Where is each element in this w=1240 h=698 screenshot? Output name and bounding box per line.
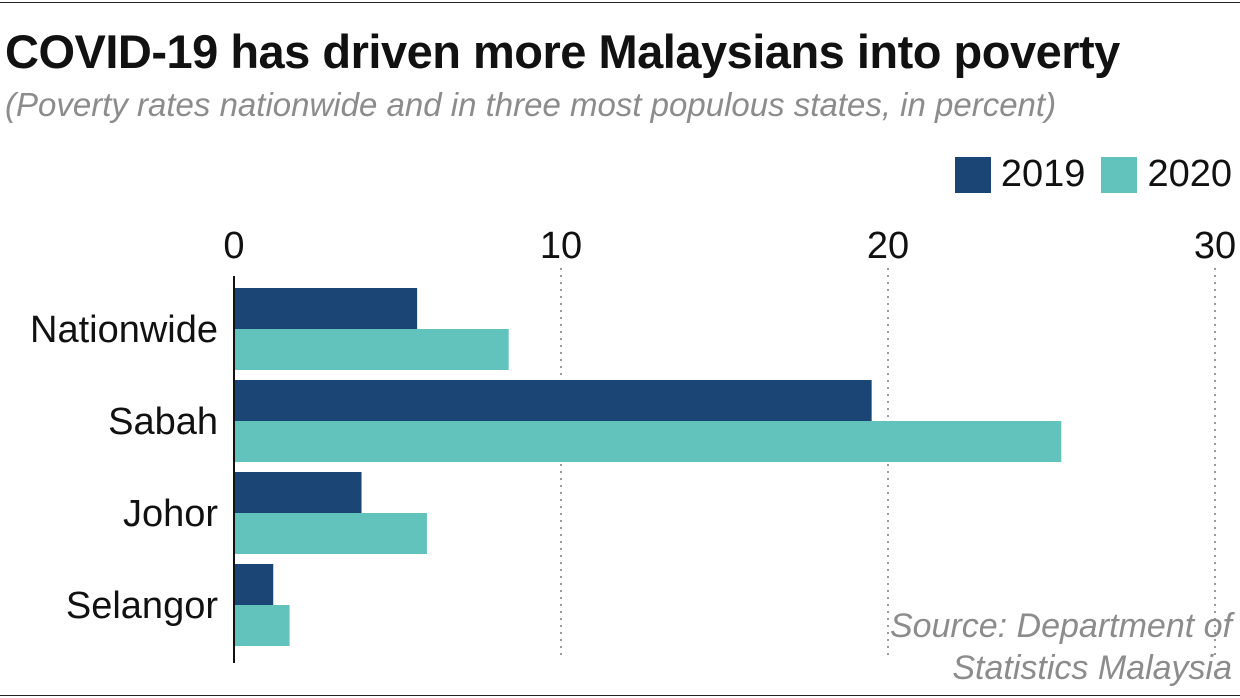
source-note: Source: Department of Statistics Malaysi… [890,605,1232,689]
bottom-rule [0,695,1240,696]
legend: 2019 2020 [939,153,1232,196]
bar-johor-2020 [234,513,427,554]
legend-label-2019: 2019 [1000,153,1086,195]
legend-swatch-2019 [954,156,991,193]
x-tick-label: 0 [223,225,244,267]
legend-item-2020: 2020 [1101,153,1232,196]
category-label: Nationwide [30,309,218,351]
bar-selangor-2019 [234,564,274,605]
legend-label-2020: 2020 [1147,153,1232,195]
source-line-1: Source: Department of [889,607,1232,645]
bar-sabah-2019 [234,380,872,421]
x-tick-label: 10 [540,225,582,267]
category-label: Johor [123,493,218,535]
legend-swatch-2020 [1101,156,1138,193]
chart-title: COVID-19 has driven more Malaysians into… [5,25,1120,78]
source-line-2: Statistics Malaysia [952,649,1232,687]
bar-johor-2019 [234,472,362,513]
top-rule [0,2,1240,3]
category-label: Selangor [66,585,218,627]
category-label: Sabah [108,401,218,443]
chart-subtitle: (Poverty rates nationwide and in three m… [5,86,1057,123]
bar-sabah-2020 [234,421,1062,462]
bar-nationwide-2019 [234,288,418,329]
x-tick-label: 20 [867,225,909,267]
legend-item-2019: 2019 [954,153,1086,196]
bar-nationwide-2020 [234,329,509,370]
bar-selangor-2020 [234,605,290,646]
x-tick-label: 30 [1194,225,1236,267]
